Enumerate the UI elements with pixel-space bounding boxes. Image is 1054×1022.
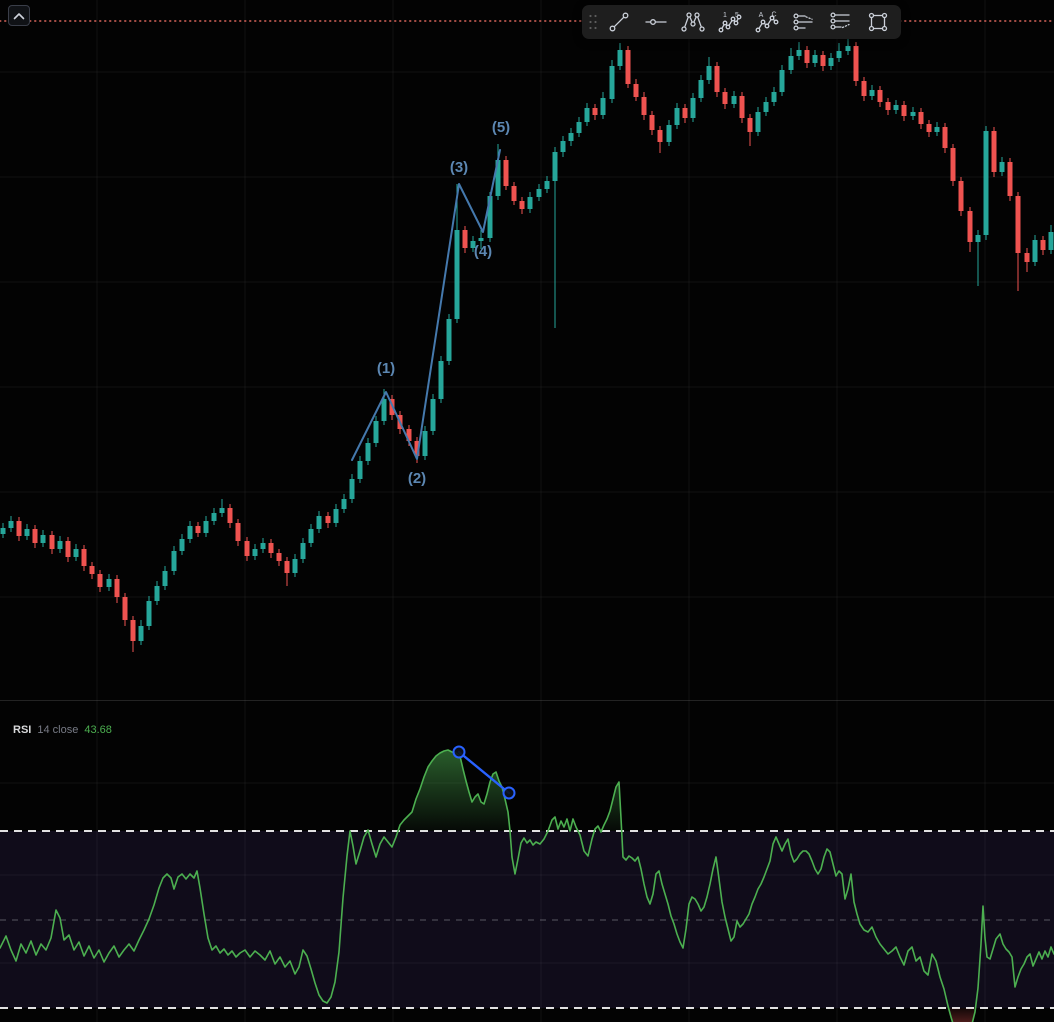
rsi-band [0, 782, 1054, 1009]
rectangle-icon [868, 12, 887, 32]
pitchfork-icon [792, 13, 813, 31]
rsi-value: 43.68 [84, 724, 112, 736]
tool-horizontal-ray-button[interactable] [637, 7, 674, 37]
svg-text:A: A [758, 12, 763, 19]
drag-dots-icon [588, 14, 597, 30]
svg-text:(1): (1) [377, 360, 395, 377]
candlestick-series [0, 39, 1054, 652]
tool-disjoint-channel-button[interactable] [822, 7, 859, 37]
rsi-params: 14 close [37, 724, 79, 736]
tool-trend-line-button[interactable] [600, 7, 637, 37]
svg-text:C: C [771, 12, 776, 19]
svg-text:(3): (3) [450, 159, 468, 176]
svg-text:1: 1 [723, 12, 727, 19]
disjoint-channel-icon [829, 12, 850, 30]
svg-text:(2): (2) [408, 470, 426, 487]
svg-text:(4): (4) [474, 243, 492, 260]
trend-line-icon [609, 12, 628, 32]
svg-text:5: 5 [735, 12, 739, 19]
toolbar-drag-handle[interactable] [585, 11, 600, 33]
chevron-up-icon [13, 12, 25, 19]
horizontal-ray-icon [644, 19, 667, 25]
xabcd-pattern-icon [680, 12, 705, 32]
collapse-panel-button[interactable] [8, 5, 30, 26]
tool-rectangle-button[interactable] [859, 7, 896, 37]
rsi-plot [0, 749, 1054, 1022]
tool-xabcd-pattern-button[interactable] [674, 7, 711, 37]
rsi-trendline-drawing[interactable] [452, 745, 516, 800]
elliott-wave-drawing[interactable]: (1) (2) (3) (4) (5) [351, 119, 510, 487]
svg-text:(5): (5) [492, 119, 510, 136]
tool-pitchfork-button[interactable] [785, 7, 822, 37]
rsi-title: RSI [13, 724, 32, 736]
rsi-indicator-label[interactable]: RSI 14 close 43.68 [13, 724, 112, 736]
